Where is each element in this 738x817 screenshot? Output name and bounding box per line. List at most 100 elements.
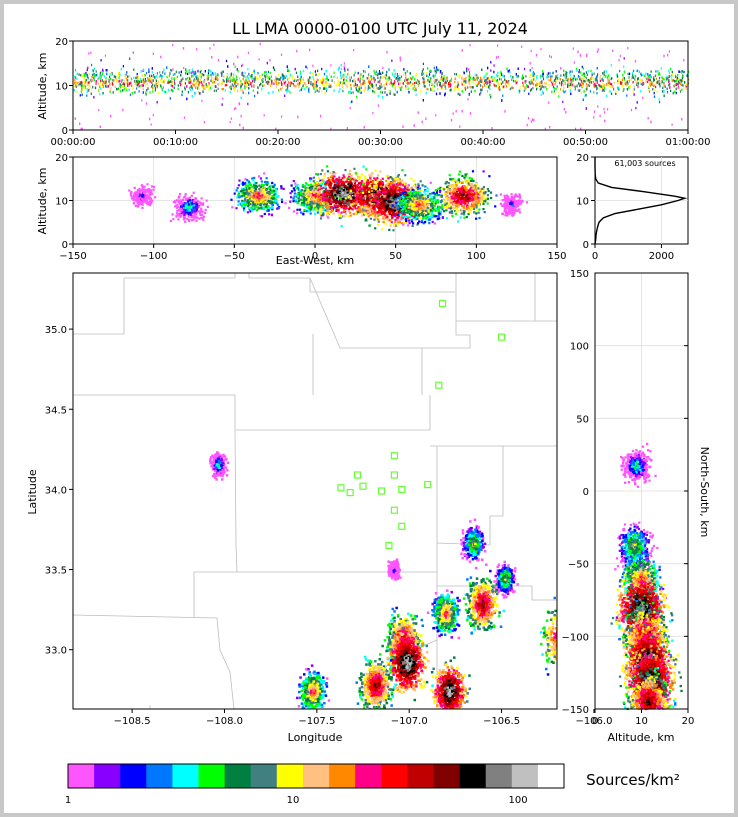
source-point xyxy=(379,86,381,89)
source-point xyxy=(154,77,156,81)
source-point xyxy=(141,185,144,188)
source-point xyxy=(149,197,152,200)
source-point xyxy=(162,86,164,89)
source-point xyxy=(610,85,612,89)
source-point xyxy=(585,87,587,90)
source-point xyxy=(248,72,250,76)
source-point xyxy=(267,82,269,85)
source-point xyxy=(636,83,638,86)
source-point xyxy=(242,126,244,130)
source-point xyxy=(191,211,194,214)
source-point xyxy=(180,70,182,74)
source-point xyxy=(236,187,239,190)
source-point xyxy=(276,203,279,206)
source-point xyxy=(425,117,427,120)
source-point xyxy=(547,72,549,75)
source-point xyxy=(269,59,271,62)
source-point xyxy=(443,83,445,86)
source-point xyxy=(317,197,320,200)
source-point xyxy=(279,78,281,81)
source-point xyxy=(378,72,381,75)
source-point xyxy=(180,209,183,212)
source-point xyxy=(430,77,432,81)
source-point xyxy=(494,84,496,87)
source-point xyxy=(182,47,185,50)
source-point xyxy=(273,79,275,82)
source-point xyxy=(177,218,180,221)
source-point xyxy=(325,70,327,73)
source-point xyxy=(270,75,272,78)
source-point xyxy=(285,74,287,78)
source-point xyxy=(102,92,104,95)
source-point xyxy=(316,211,319,214)
source-point xyxy=(226,80,228,83)
source-point xyxy=(367,75,370,79)
source-point xyxy=(427,67,429,70)
source-point xyxy=(609,82,611,85)
source-point xyxy=(141,206,144,209)
source-point xyxy=(299,81,301,84)
source-point xyxy=(150,185,154,188)
source-point xyxy=(394,93,396,96)
source-point xyxy=(164,79,166,82)
source-point xyxy=(662,86,664,90)
source-point xyxy=(297,196,300,200)
source-point xyxy=(145,93,147,96)
source-point xyxy=(276,207,279,210)
source-point xyxy=(552,83,554,86)
source-point xyxy=(296,212,299,215)
source-point xyxy=(346,79,348,82)
source-point xyxy=(313,78,315,81)
source-point xyxy=(255,190,258,193)
source-point xyxy=(321,81,323,84)
source-point xyxy=(486,77,488,80)
source-point xyxy=(549,75,551,78)
source-point xyxy=(517,75,519,78)
source-point xyxy=(319,87,321,90)
source-point xyxy=(486,72,488,75)
source-point xyxy=(552,80,554,83)
source-point xyxy=(670,89,672,93)
source-point xyxy=(440,87,442,91)
source-point xyxy=(79,82,81,86)
source-point xyxy=(664,85,666,88)
source-point xyxy=(249,210,252,213)
source-point xyxy=(129,74,131,78)
source-point xyxy=(374,71,376,75)
source-point xyxy=(681,79,683,83)
source-point xyxy=(571,80,573,83)
source-point xyxy=(234,87,236,91)
source-point xyxy=(415,93,417,97)
source-point xyxy=(194,207,198,210)
source-point xyxy=(283,74,285,78)
source-point xyxy=(268,80,270,84)
source-point xyxy=(249,75,251,78)
source-point xyxy=(213,77,215,80)
source-point xyxy=(362,74,365,78)
source-point xyxy=(666,77,668,80)
source-point xyxy=(117,74,119,77)
source-point xyxy=(616,75,619,78)
source-point xyxy=(350,87,352,90)
source-point xyxy=(237,192,241,195)
source-point xyxy=(80,127,82,131)
source-point xyxy=(435,114,437,117)
source-point xyxy=(182,204,185,207)
source-point xyxy=(212,80,214,83)
source-point xyxy=(432,75,435,79)
source-point xyxy=(169,219,172,223)
source-point xyxy=(177,206,180,209)
source-point xyxy=(428,73,431,76)
source-point xyxy=(580,79,583,82)
source-point xyxy=(469,73,471,76)
source-point xyxy=(151,81,153,84)
source-point xyxy=(550,77,552,80)
source-point xyxy=(244,85,246,88)
source-point xyxy=(529,69,531,72)
source-point xyxy=(452,112,454,115)
source-point xyxy=(128,189,131,192)
source-point xyxy=(237,184,240,187)
source-point xyxy=(608,90,610,93)
source-point xyxy=(631,72,634,75)
source-point xyxy=(567,80,570,83)
